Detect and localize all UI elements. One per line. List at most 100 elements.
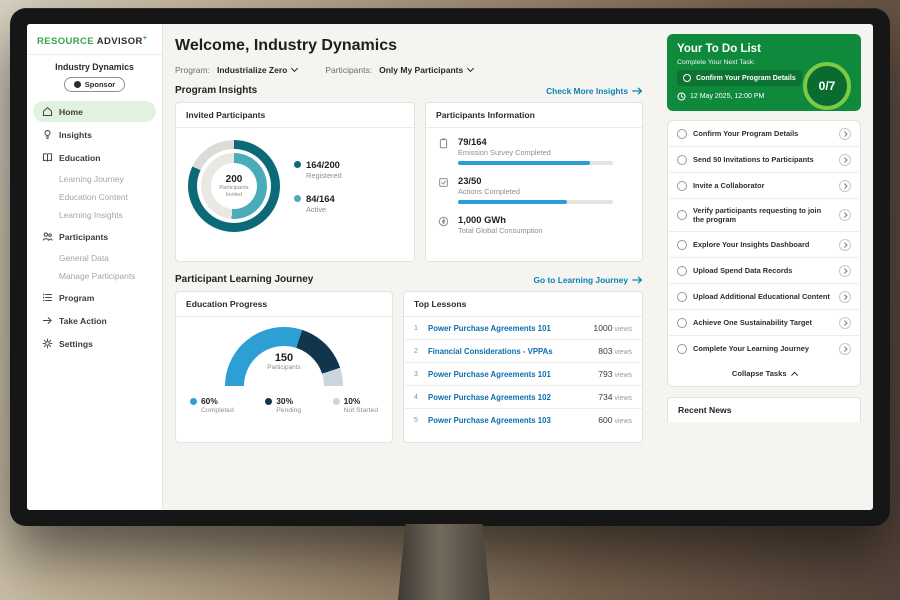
program-filter-label: Program: — [175, 65, 210, 75]
page-title: Welcome, Industry Dynamics — [175, 37, 397, 54]
task-row-achieve-sustainability-target[interactable]: Achieve One Sustainability Target — [668, 310, 860, 337]
gauge-center: 150 Participants — [225, 352, 343, 371]
active-value: 84/164 — [306, 192, 335, 204]
education-icon — [42, 153, 53, 162]
task-checkbox[interactable] — [677, 265, 687, 276]
sidebar-item-learning-insights[interactable]: Learning Insights — [33, 206, 156, 224]
check-more-insights-label: Check More Insights — [546, 85, 628, 96]
brand-logo: RESOURCE ADVISOR+ — [27, 33, 162, 56]
chevron-right-icon[interactable] — [839, 179, 851, 192]
chevron-right-icon[interactable] — [839, 238, 851, 251]
lesson-link[interactable]: Power Purchase Agreements 101 — [428, 323, 551, 333]
top-lessons-card: Top Lessons 1 Power Purchase Agreements … — [403, 291, 643, 443]
filter-bar: Program: Industrialize Zero Participants… — [175, 64, 643, 75]
stat-label: Emission Survey Completed — [458, 148, 551, 157]
task-radio-icon — [683, 74, 691, 82]
lesson-link[interactable]: Power Purchase Agreements 101 — [428, 369, 551, 379]
legend-item-pending: 30% Pending — [265, 396, 301, 414]
task-checkbox[interactable] — [677, 291, 687, 302]
lesson-row: 5 Power Purchase Agreements 103 600 view… — [404, 409, 642, 431]
task-label: Explore Your Insights Dashboard — [693, 239, 810, 249]
participants-dropdown[interactable]: Only My Participants — [379, 64, 475, 75]
lesson-link[interactable]: Financial Considerations - VPPAs — [428, 346, 553, 356]
chevron-right-icon[interactable] — [839, 316, 851, 329]
collapse-tasks-button[interactable]: Collapse Tasks — [668, 361, 860, 386]
participants-icon — [42, 232, 53, 241]
program-insights-cards: Invited Participants 200 Participants In… — [175, 102, 643, 262]
program-insights-header: Program Insights Check More Insights — [175, 85, 643, 96]
not-started-value: 10% — [343, 396, 361, 406]
chevron-up-icon — [790, 371, 798, 379]
sidebar-subitem-label: Manage Participants — [59, 271, 136, 282]
invited-participants-card: Invited Participants 200 Participants In… — [175, 102, 415, 262]
task-row-verify-participants[interactable]: Verify participants requesting to join t… — [668, 199, 860, 233]
todo-next-task[interactable]: Confirm Your Program Details — [677, 70, 802, 86]
lesson-views-suffix: views — [612, 418, 632, 425]
lesson-views: 793 — [598, 369, 613, 379]
stat-value: 79/164 — [458, 136, 487, 147]
chevron-down-icon — [467, 64, 475, 73]
task-row-upload-educational-content[interactable]: Upload Additional Educational Content — [668, 284, 860, 311]
task-row-invite-collaborator[interactable]: Invite a Collaborator — [668, 173, 860, 199]
sidebar-item-label: Take Action — [59, 315, 107, 326]
sponsor-badge: Sponsor — [63, 77, 126, 93]
lesson-row: 1 Power Purchase Agreements 101 1000 vie… — [404, 317, 642, 340]
chevron-right-icon[interactable] — [839, 290, 851, 303]
task-label: Verify participants requesting to join t… — [693, 205, 822, 225]
monitor-bezel: RESOURCE ADVISOR+ Industry Dynamics Spon… — [10, 8, 890, 526]
sidebar-item-program[interactable]: Program — [33, 287, 156, 308]
chevron-right-icon[interactable] — [839, 209, 851, 222]
chevron-right-icon[interactable] — [839, 127, 851, 140]
org-name: Industry Dynamics — [55, 62, 134, 73]
task-label: Upload Spend Data Records — [693, 265, 793, 275]
task-row-confirm-program[interactable]: Confirm Your Program Details — [668, 121, 860, 147]
sponsor-icon — [73, 81, 81, 89]
arrow-right-icon — [632, 87, 643, 94]
check-more-insights-link[interactable]: Check More Insights — [546, 86, 643, 96]
sidebar-item-learning-journey[interactable]: Learning Journey — [33, 170, 156, 188]
sidebar-subitem-label: General Data — [59, 253, 109, 264]
task-row-send-invitations[interactable]: Send 50 Invitations to Participants — [668, 147, 860, 173]
chevron-right-icon[interactable] — [839, 264, 851, 277]
task-checkbox[interactable] — [677, 239, 687, 250]
sidebar-item-participants[interactable]: Participants — [33, 226, 156, 247]
task-checkbox[interactable] — [677, 317, 687, 328]
task-checkbox[interactable] — [677, 154, 687, 165]
sidebar-item-home[interactable]: Home — [33, 101, 156, 123]
completed-dot-icon — [190, 398, 197, 405]
go-to-learning-journey-label: Go to Learning Journey — [533, 274, 628, 285]
lesson-link[interactable]: Power Purchase Agreements 102 — [428, 392, 551, 402]
sidebar-item-education-content[interactable]: Education Content — [33, 188, 156, 206]
education-progress-gauge: 150 Participants — [225, 327, 343, 386]
program-insights-title: Program Insights — [175, 85, 258, 96]
sidebar-item-manage-participants[interactable]: Manage Participants — [33, 267, 156, 285]
education-progress-title: Education Progress — [176, 292, 392, 317]
sidebar-item-settings[interactable]: Settings — [33, 333, 156, 354]
sidebar-item-general-data[interactable]: General Data — [33, 249, 156, 267]
sidebar-item-insights[interactable]: Insights — [33, 124, 156, 145]
task-checkbox[interactable] — [677, 180, 687, 191]
registered-dot-icon — [294, 160, 301, 168]
sidebar-item-label: Education — [59, 152, 101, 163]
lesson-row: 4 Power Purchase Agreements 102 734 view… — [404, 386, 642, 409]
learning-journey-cards: Education Progress 150 Participants — [175, 291, 643, 443]
legend-item-active: 84/164 Active — [294, 193, 342, 214]
stat-value: 1,000 GWh — [458, 214, 506, 225]
task-checkbox[interactable] — [677, 343, 687, 354]
sidebar-item-take-action[interactable]: Take Action — [33, 310, 156, 331]
program-dropdown[interactable]: Industrialize Zero — [217, 64, 299, 75]
task-row-explore-insights[interactable]: Explore Your Insights Dashboard — [668, 232, 860, 259]
task-checkbox[interactable] — [677, 128, 687, 139]
invited-center-value: 200 — [225, 173, 243, 185]
chevron-right-icon[interactable] — [839, 153, 851, 166]
lesson-link[interactable]: Power Purchase Agreements 103 — [428, 415, 551, 425]
task-checkbox[interactable] — [677, 210, 687, 221]
sidebar-subitem-label: Learning Journey — [59, 174, 124, 185]
lesson-views: 803 — [598, 346, 613, 356]
sidebar-item-education[interactable]: Education — [33, 147, 156, 168]
lesson-views: 734 — [598, 392, 613, 402]
chevron-right-icon[interactable] — [839, 342, 851, 355]
task-row-upload-spend-data[interactable]: Upload Spend Data Records — [668, 258, 860, 285]
go-to-learning-journey-link[interactable]: Go to Learning Journey — [534, 275, 643, 285]
task-row-complete-learning-journey[interactable]: Complete Your Learning Journey — [668, 336, 860, 361]
